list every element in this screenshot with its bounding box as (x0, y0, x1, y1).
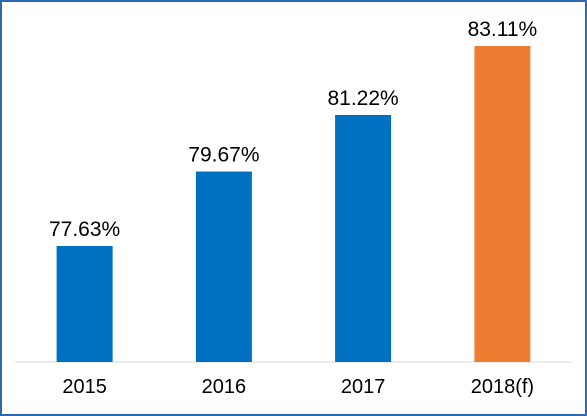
x-tick-label: 2016 (202, 376, 247, 398)
data-label: 79.67% (188, 144, 259, 167)
x-tick-label: 2017 (341, 376, 386, 398)
x-tick-label: 2018(f) (471, 376, 534, 398)
data-label: 83.11% (468, 18, 538, 41)
data-label: 81.22% (327, 87, 398, 110)
bar-2015 (56, 246, 113, 362)
x-tick-label: 2015 (62, 376, 107, 398)
bar-2017 (335, 115, 392, 362)
bar-2016 (195, 171, 252, 362)
data-label: 77.63% (49, 218, 120, 241)
bar-2018-f (474, 46, 531, 362)
